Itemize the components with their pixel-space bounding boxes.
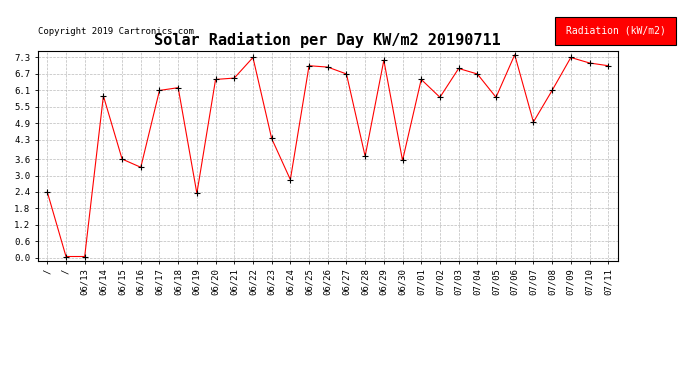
Text: Radiation (kW/m2): Radiation (kW/m2) bbox=[566, 26, 666, 36]
Title: Solar Radiation per Day KW/m2 20190711: Solar Radiation per Day KW/m2 20190711 bbox=[155, 32, 501, 48]
Text: Copyright 2019 Cartronics.com: Copyright 2019 Cartronics.com bbox=[38, 27, 194, 36]
